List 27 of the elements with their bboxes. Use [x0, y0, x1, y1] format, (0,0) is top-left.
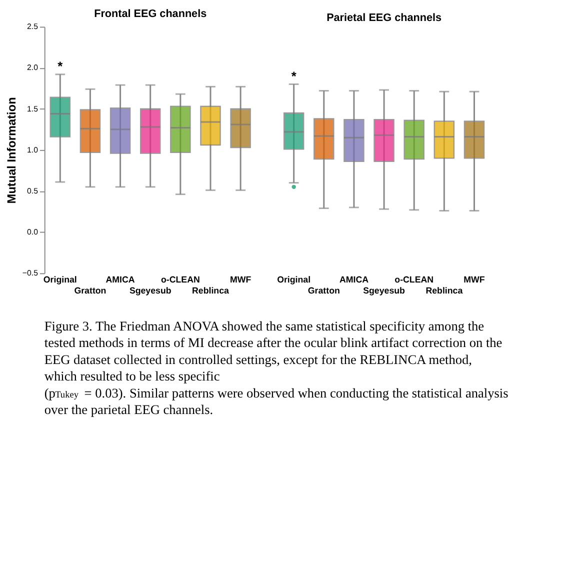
y-tick-label: −0.5 — [22, 268, 39, 278]
y-tick-label: 0.5 — [27, 186, 39, 196]
x-tick-label: o-CLEAN — [394, 274, 434, 285]
y-axis-title: Mutual Information — [4, 97, 18, 204]
x-tick-label: AMICA — [339, 274, 370, 285]
x-tick-label: Reblinca — [426, 285, 463, 296]
y-tick-label: 2.0 — [27, 63, 39, 72]
x-tick-label: Gratton — [74, 285, 106, 296]
x-tick-label: Original — [277, 274, 311, 285]
x-tick-label: Sgeyesub — [363, 285, 406, 296]
x-tick-label: MWF — [464, 274, 486, 285]
annotation: * — [291, 68, 296, 84]
x-tick-label: o-CLEAN — [160, 274, 200, 285]
chart-title: Frontal EEG channels — [94, 8, 207, 20]
x-tick-label: Gratton — [308, 285, 340, 296]
chart-title: Parietal EEG channels — [326, 12, 442, 24]
x-tick-label: MWF — [230, 274, 252, 285]
x-tick-label: Original — [43, 274, 77, 285]
x-tick-label: AMICA — [106, 274, 136, 285]
y-tick-label: 2.5 — [27, 22, 39, 32]
y-tick-label: 1.0 — [27, 145, 39, 154]
y-tick-label: 1.5 — [27, 104, 39, 114]
annotation: * — [58, 58, 63, 74]
y-tick-label: 0.0 — [27, 228, 39, 237]
caption: Figure 3. The Friedman ANOVA showed the same statistical specificity among the tested methods in terms of MI decrease after the ocular blink artifact correction on the EEG dataset collected in controlled settings, except for the REBLINCA method, which resulted to be less specific (pTukey = 0.03). Similar patterns were observed when conducting the statistical analysis over the parietal EEG channels. — [44, 318, 508, 418]
x-tick-label: Sgeyesub — [129, 285, 172, 296]
x-tick-label: Reblinca — [192, 285, 230, 296]
